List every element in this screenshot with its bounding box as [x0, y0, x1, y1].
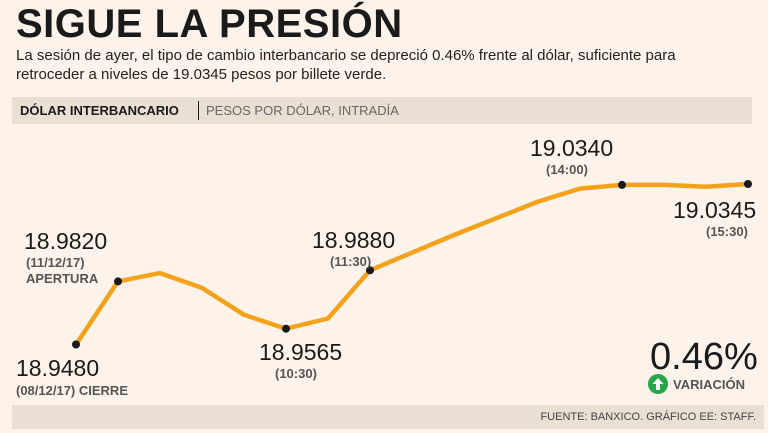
callout-1130-value: 18.9880: [312, 227, 396, 253]
subtitle: La sesión de ayer, el tipo de cambio int…: [16, 47, 676, 83]
chart-unit: PESOS POR DÓLAR, INTRADÍA: [206, 103, 399, 118]
callout-cierre-sub: (08/12/17) CIERRE: [16, 383, 128, 398]
data-point-marker: [114, 277, 122, 286]
callout-cierre-value: 18.9480: [16, 355, 100, 381]
callout-1530-value: 19.0345: [673, 197, 757, 223]
variation-label: VARIACIÓN: [673, 377, 745, 392]
series-line: [73, 181, 751, 347]
up-arrow-icon: [648, 374, 668, 394]
callout-1130-time: (11:30): [330, 254, 372, 269]
callout-1030-time: (10:30): [275, 366, 317, 381]
callout-1530-time: (15:30): [706, 224, 748, 239]
callout-1400-time: (14:00): [546, 162, 588, 177]
callout-apertura-value: 18.9820: [24, 228, 108, 254]
callout-1030-value: 18.9565: [259, 339, 343, 365]
callout-apertura-date: (11/12/17): [26, 255, 85, 270]
chart-title: DÓLAR INTERBANCARIO: [20, 103, 179, 118]
source-note: FUENTE: BANXICO. GRÁFICO EE: STAFF.: [540, 411, 756, 423]
data-point-marker: [366, 266, 374, 275]
page-title: SIGUE LA PRESIÓN: [16, 2, 403, 46]
source-band: FUENTE: BANXICO. GRÁFICO EE: STAFF.: [12, 405, 764, 429]
chart-header-band: DÓLAR INTERBANCARIO PESOS POR DÓLAR, INT…: [12, 97, 752, 124]
data-point-marker: [744, 180, 752, 188]
data-point-marker: [618, 180, 626, 189]
callout-1400-value: 19.0340: [530, 135, 614, 161]
callout-apertura-sub: APERTURA: [26, 271, 99, 286]
data-point-marker: [282, 324, 290, 333]
band-separator: [198, 101, 199, 120]
data-point-marker: [72, 340, 80, 349]
variation-percent: 0.46%: [650, 336, 758, 378]
